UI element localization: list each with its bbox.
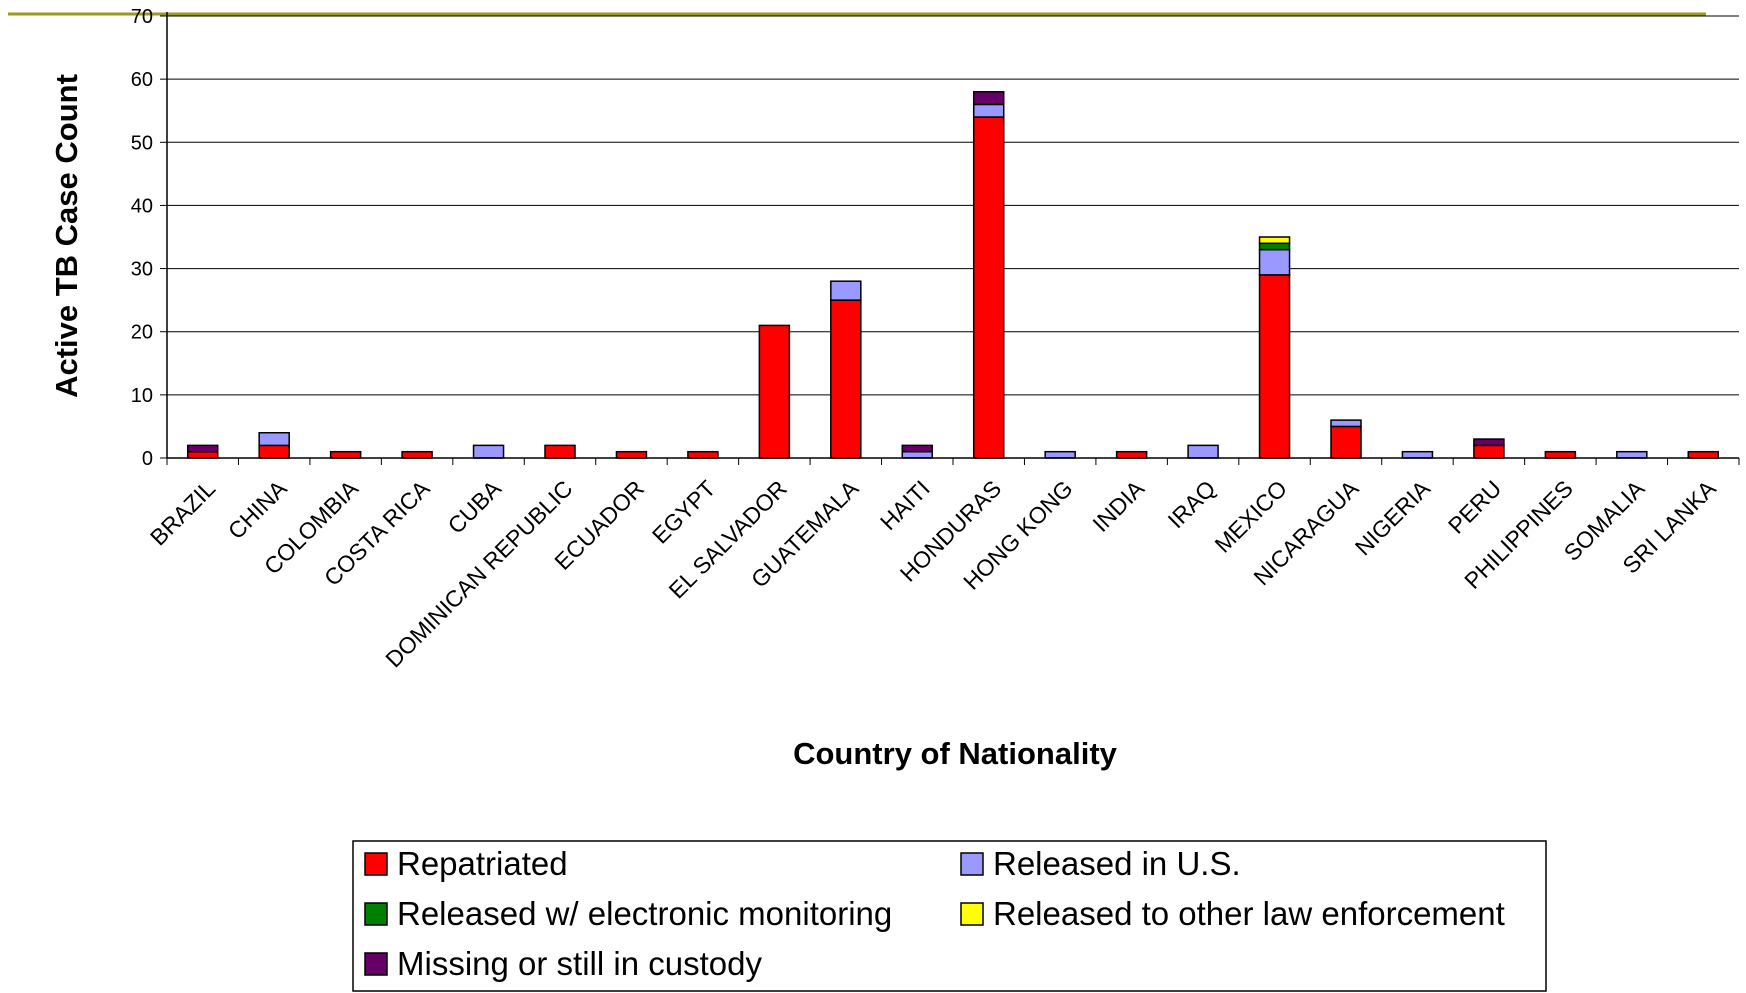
x-category-label: HAITI — [875, 475, 935, 535]
x-category-label: BRAZIL — [145, 475, 220, 550]
bar-segment — [1187, 444, 1219, 459]
x-category-label: CHINA — [223, 475, 292, 544]
bar-segment — [615, 450, 648, 459]
y-tick-label: 40 — [131, 195, 153, 217]
legend-label: Released to other law enforcement — [993, 895, 1505, 932]
bar-segment — [329, 450, 362, 459]
bar-segment — [258, 444, 290, 459]
legend-label: Repatriated — [397, 845, 568, 882]
bar-segment — [472, 444, 505, 459]
bar-segment — [1044, 450, 1076, 459]
bar-segment — [830, 299, 862, 459]
legend-swatch — [960, 902, 984, 926]
bar-segment — [186, 450, 219, 459]
bar-segment — [1258, 242, 1291, 251]
legend-label: Released in U.S. — [993, 845, 1241, 882]
bar-segment — [972, 116, 1005, 459]
bar-segment — [1258, 248, 1291, 276]
bar-segment — [1115, 450, 1148, 459]
legend-swatch — [364, 902, 388, 926]
legend-label: Released w/ electronic monitoring — [397, 895, 892, 932]
bar-segment — [1401, 450, 1434, 459]
bars — [186, 91, 1720, 459]
bar-segment — [972, 91, 1005, 106]
bar-segment — [258, 431, 290, 447]
bar-segment — [830, 280, 862, 301]
legend-swatch — [364, 852, 388, 876]
x-category-label: PERU — [1443, 475, 1507, 539]
legend-swatch — [960, 852, 984, 876]
bar-segment — [901, 450, 934, 459]
x-category-label: EGYPT — [647, 475, 721, 549]
bar-segment — [1473, 444, 1505, 459]
y-tick-label: 10 — [131, 385, 153, 407]
bar-segment — [1616, 450, 1648, 459]
y-tick-labels: 0 10 20 30 40 50 60 70 — [131, 6, 153, 470]
y-tick-label: 20 — [131, 322, 153, 344]
y-tick-label: 60 — [131, 69, 153, 91]
legend-swatch — [364, 952, 388, 976]
gridlines — [167, 15, 1739, 396]
bar-segment — [1473, 438, 1505, 447]
bar-segment — [1544, 450, 1577, 459]
bar-segment — [901, 444, 934, 453]
y-axis-title: Active TB Case Count — [49, 74, 84, 398]
x-category-label: NIGERIA — [1350, 475, 1436, 561]
y-tick-label: 30 — [131, 259, 153, 281]
bar-segment — [1258, 236, 1291, 245]
x-axis-title: Country of Nationality — [793, 736, 1118, 771]
bar-segment — [1330, 419, 1362, 428]
legend: Repatriated Released in U.S. Released w/ e… — [352, 840, 1547, 992]
bar-segment — [687, 450, 719, 459]
bar-segment — [1330, 425, 1362, 459]
axes — [160, 12, 1740, 465]
bar-segment — [544, 444, 576, 459]
x-category-label: CUBA — [443, 475, 507, 539]
x-category-label: INDIA — [1087, 475, 1149, 537]
bar-segment — [1258, 274, 1291, 459]
bar-segment — [401, 450, 433, 459]
y-tick-label: 50 — [131, 132, 153, 154]
x-category-label: IRAQ — [1162, 475, 1220, 533]
bar-segment — [972, 103, 1005, 118]
bar-segment — [186, 444, 219, 453]
bar-segment — [758, 324, 791, 459]
y-tick-label: 70 — [131, 6, 153, 28]
y-tick-label: 0 — [142, 448, 153, 470]
bar-segment — [1687, 450, 1720, 459]
legend-label: Missing or still in custody — [397, 945, 762, 982]
legend-frame — [352, 840, 1547, 992]
